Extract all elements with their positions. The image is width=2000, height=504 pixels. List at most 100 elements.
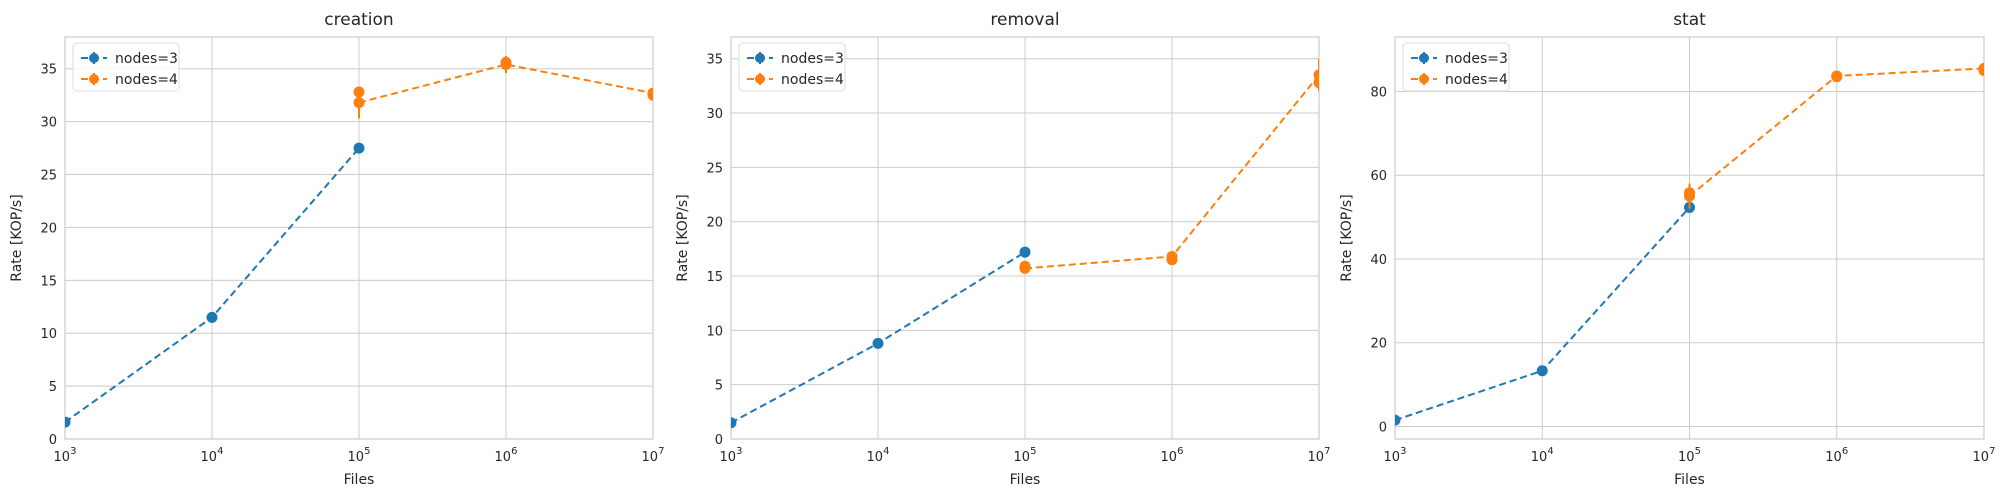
data-point [65, 416, 71, 428]
chart-title: stat [1673, 10, 1706, 30]
plot-frame [1394, 36, 1985, 440]
x-tick-label: 107 [1308, 446, 1331, 465]
y-tick-label: 25 [706, 161, 723, 176]
x-tick-label: 105 [1678, 446, 1701, 465]
y-tick-label: 30 [706, 107, 723, 122]
y-tick-label: 20 [40, 221, 57, 236]
x-tick-label: 105 [348, 446, 371, 465]
x-tick-label: 106 [495, 446, 518, 465]
legend-label: nodes=3 [781, 51, 844, 67]
legend-label: nodes=3 [1445, 51, 1508, 67]
data-point [872, 337, 884, 349]
series-nodes=4 [353, 56, 653, 119]
y-tick-label: 25 [40, 169, 57, 184]
y-tick-label: 35 [40, 63, 57, 78]
data-point [731, 417, 737, 429]
legend-box [1402, 42, 1510, 92]
data-point [1395, 414, 1401, 426]
data-point [500, 56, 512, 68]
series-nodes=3 [731, 246, 1031, 429]
x-tick-label: 107 [642, 446, 665, 465]
legend-marker [1419, 74, 1429, 84]
y-tick-label: 60 [1370, 169, 1387, 184]
y-axis-label: Rate [KOP/s] [675, 194, 691, 281]
grid [730, 37, 1320, 440]
series-nodes=3 [65, 142, 365, 428]
x-tick-label: 104 [867, 446, 890, 465]
legend: nodes=3 nodes=4 [1402, 42, 1510, 92]
y-tick-label: 15 [706, 270, 723, 285]
y-tick-label: 20 [706, 216, 723, 231]
x-tick-label: 105 [1014, 446, 1037, 465]
y-tick-label: 35 [706, 53, 723, 68]
legend-marker [755, 74, 765, 84]
legend-marker [89, 74, 99, 84]
legend-marker [755, 53, 765, 63]
data-point [1684, 187, 1695, 199]
x-tick-label: 104 [201, 446, 224, 465]
y-tick-label: 15 [40, 274, 57, 289]
y-tick-label: 10 [40, 327, 57, 342]
plot-frame [64, 36, 654, 440]
plot-frame [730, 36, 1320, 440]
plot-area [731, 58, 1319, 429]
y-axis-label: Rate [KOP/s] [1339, 194, 1355, 281]
chart-title: removal [990, 10, 1059, 30]
x-axis-label: Files [1674, 472, 1705, 488]
y-tick-label: 80 [1370, 85, 1387, 100]
y-tick-label: 0 [1379, 420, 1387, 435]
legend-marker [1419, 53, 1429, 63]
chart-panel-removal: 103 104 105 106 107 0 5 10 15 20 25 30 35 removal File… [675, 10, 1330, 488]
legend: nodes=3 nodes=4 [72, 42, 180, 92]
y-tick-label: 20 [1370, 337, 1387, 352]
grid [1394, 37, 1985, 439]
x-tick-label: 106 [1825, 446, 1848, 465]
data-point [1978, 65, 1984, 76]
data-point [1019, 246, 1031, 258]
chart-panel-stat: 103 104 105 106 107 0 20 40 60 80 stat Files Rate [K… [1339, 10, 1995, 488]
series-nodes=4 [1684, 62, 1984, 209]
legend-label: nodes=4 [115, 72, 178, 88]
x-tick-label: 103 [54, 446, 77, 465]
x-tick-label: 104 [1531, 446, 1554, 465]
data-point [647, 89, 653, 101]
x-tick-label: 106 [1161, 446, 1184, 465]
y-tick-label: 40 [1370, 253, 1387, 268]
x-axis-label: Files [344, 472, 375, 488]
x-tick-label: 103 [1384, 446, 1407, 465]
chart-title: creation [324, 10, 393, 30]
legend-marker [89, 53, 99, 63]
data-point [353, 97, 365, 109]
data-point [1536, 365, 1548, 377]
plot-area [65, 56, 653, 428]
data-point [353, 86, 365, 98]
legend-label: nodes=4 [781, 72, 844, 88]
x-tick-label: 103 [720, 446, 743, 465]
series-nodes=3 [1395, 201, 1695, 426]
legend-box [738, 42, 846, 92]
x-axis-label: Files [1010, 472, 1041, 488]
data-point [353, 142, 365, 154]
y-tick-label: 0 [715, 433, 723, 448]
y-tick-label: 30 [40, 116, 57, 131]
chart-panel-creation: 103 104 105 106 107 0 5 10 15 20 25 30 35 creation Fil… [9, 10, 664, 488]
legend-box [72, 42, 180, 92]
legend-label: nodes=4 [1445, 72, 1508, 88]
data-point [1019, 260, 1031, 272]
data-point [1831, 71, 1843, 83]
y-tick-label: 5 [49, 380, 57, 395]
data-point [1166, 254, 1178, 266]
plot-area [1395, 62, 1984, 426]
y-tick-label: 5 [715, 379, 723, 394]
legend-label: nodes=3 [115, 51, 178, 67]
y-axis-label: Rate [KOP/s] [9, 194, 25, 281]
y-tick-label: 10 [706, 324, 723, 339]
series-nodes=4 [1019, 58, 1319, 274]
x-tick-label: 107 [1973, 446, 1996, 465]
legend: nodes=3 nodes=4 [738, 42, 846, 92]
data-point [1313, 77, 1319, 89]
series-line [358, 63, 653, 104]
data-point [206, 311, 218, 323]
